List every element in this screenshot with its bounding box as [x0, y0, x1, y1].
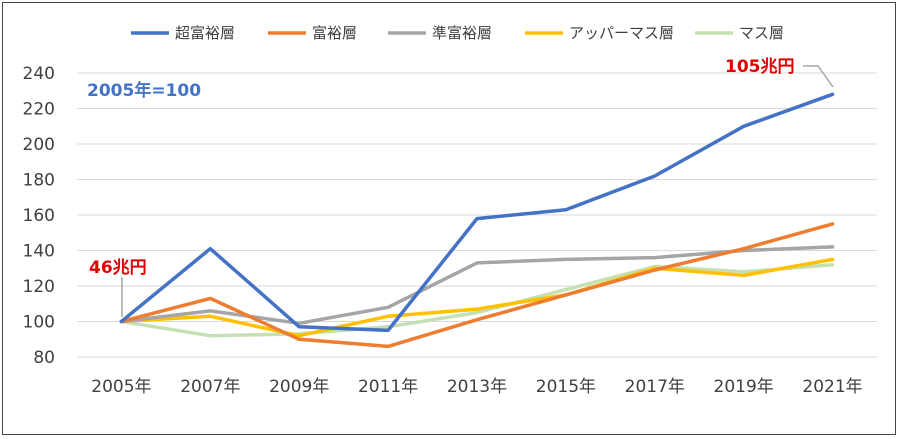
- legend-entry-4: マス層: [739, 24, 784, 42]
- series-line-0: [119, 92, 835, 333]
- start-value-label: 46兆円: [89, 258, 147, 278]
- x-tick-label: 2019年: [714, 377, 774, 397]
- legend-entry-2: 準富裕層: [432, 24, 492, 42]
- x-tick-label: 2011年: [358, 377, 418, 397]
- base-index-note: 2005年=100: [87, 80, 201, 101]
- x-tick-label: 2013年: [447, 377, 507, 397]
- y-tick-label: 120: [23, 277, 55, 297]
- y-axis-ticks: 80 100 120 140 160 180 200 220 240: [23, 64, 55, 368]
- gridlines: [77, 72, 877, 358]
- y-tick-label: 240: [23, 64, 55, 84]
- end-value-leader: [803, 65, 834, 88]
- y-tick-label: 100: [23, 313, 55, 333]
- legend-entry-0: 超富裕層: [175, 24, 235, 42]
- legend: 超富裕層 富裕層 準富裕層 アッパーマス層 マス層: [131, 24, 784, 42]
- y-tick-label: 200: [23, 135, 55, 155]
- chart-frame: 80 100 120 140 160 180 200 220 240 2005年 2007年 200…: [2, 2, 896, 435]
- y-tick-label: 80: [33, 348, 55, 368]
- legend-entry-1: 富裕層: [312, 24, 357, 42]
- legend-entry-3: アッパーマス層: [569, 24, 674, 42]
- x-tick-label: 2017年: [625, 377, 685, 397]
- x-tick-label: 2007年: [180, 377, 240, 397]
- series-line-4: [119, 262, 835, 338]
- x-tick-label: 2021年: [802, 377, 862, 397]
- annotations: 2005年=100 46兆円 105兆円: [87, 57, 834, 317]
- series-line-1: [119, 222, 835, 349]
- y-tick-label: 220: [23, 100, 55, 120]
- x-tick-label: 2005年: [91, 377, 151, 397]
- x-tick-label: 2015年: [536, 377, 596, 397]
- end-value-label: 105兆円: [725, 57, 795, 77]
- series-line-2: [119, 245, 835, 326]
- y-tick-label: 180: [23, 171, 55, 191]
- series-lines: [119, 92, 835, 349]
- x-axis-ticks: 2005年 2007年 2009年 2011年 2013年 2015年 2017年 2019年…: [91, 377, 862, 397]
- y-tick-label: 140: [23, 242, 55, 262]
- series-line-3: [119, 257, 835, 338]
- y-tick-label: 160: [23, 206, 55, 226]
- x-tick-label: 2009年: [269, 377, 329, 397]
